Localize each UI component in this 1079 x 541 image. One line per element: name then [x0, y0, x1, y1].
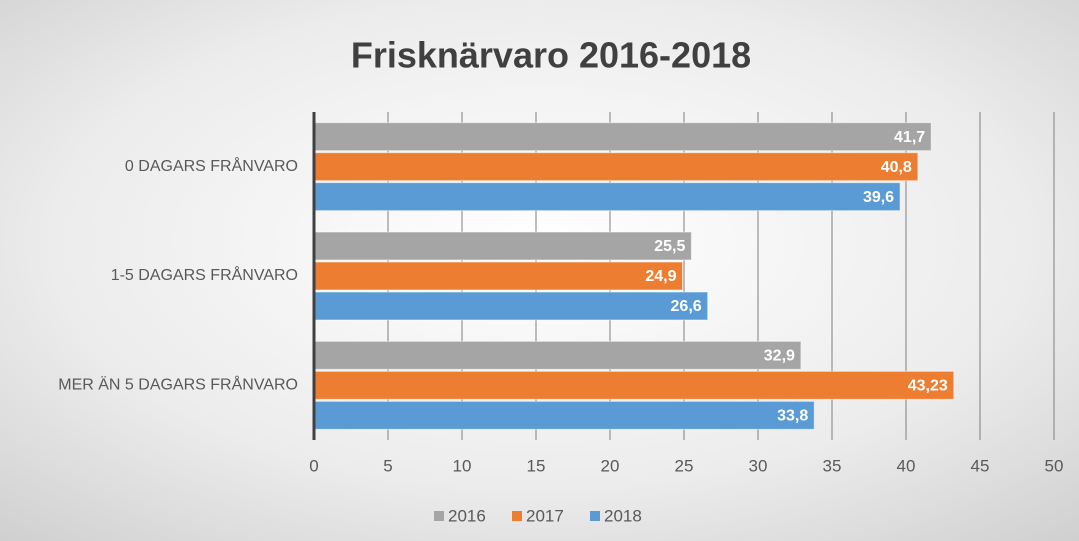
- bar: [313, 370, 955, 400]
- value-label: 41,7: [894, 129, 925, 146]
- value-label: 40,8: [881, 159, 912, 176]
- value-label: 43,23: [908, 378, 948, 395]
- x-tick-label: 30: [749, 456, 768, 475]
- legend-label: 2017: [526, 506, 564, 525]
- y-tick-label: 0 DAGARS FRÅNVARO: [125, 156, 298, 175]
- value-label: 32,9: [764, 348, 795, 365]
- y-tick-label: MER ÄN 5 DAGARS FRÅNVARO: [58, 375, 298, 394]
- x-tick-label: 50: [1045, 456, 1064, 475]
- value-label: 39,6: [863, 189, 894, 206]
- bar: [313, 182, 901, 212]
- value-label: 33,8: [777, 408, 808, 425]
- x-tick-label: 40: [897, 456, 916, 475]
- legend-swatch: [512, 511, 522, 521]
- x-tick-label: 20: [601, 456, 620, 475]
- value-label: 25,5: [654, 238, 685, 255]
- bar: [313, 152, 919, 182]
- bar: [313, 291, 709, 321]
- x-tick-label: 10: [453, 456, 472, 475]
- bar: [313, 261, 684, 291]
- x-tick-label: 5: [383, 456, 392, 475]
- bar: [313, 122, 932, 152]
- legend-swatch: [590, 511, 600, 521]
- legend-label: 2018: [604, 506, 642, 525]
- bar: [313, 340, 802, 370]
- x-tick-label: 25: [675, 456, 694, 475]
- chart-title: Frisknärvaro 2016-2018: [351, 35, 751, 76]
- x-tick-label: 15: [527, 456, 546, 475]
- bar: [313, 231, 692, 261]
- value-label: 24,9: [645, 268, 676, 285]
- x-tick-label: 45: [971, 456, 990, 475]
- bar: [313, 400, 815, 430]
- legend-swatch: [434, 511, 444, 521]
- value-label: 26,6: [671, 298, 702, 315]
- legend-label: 2016: [448, 506, 486, 525]
- x-tick-label: 35: [823, 456, 842, 475]
- y-tick-label: 1-5 DAGARS FRÅNVARO: [111, 265, 298, 284]
- x-tick-label: 0: [309, 456, 318, 475]
